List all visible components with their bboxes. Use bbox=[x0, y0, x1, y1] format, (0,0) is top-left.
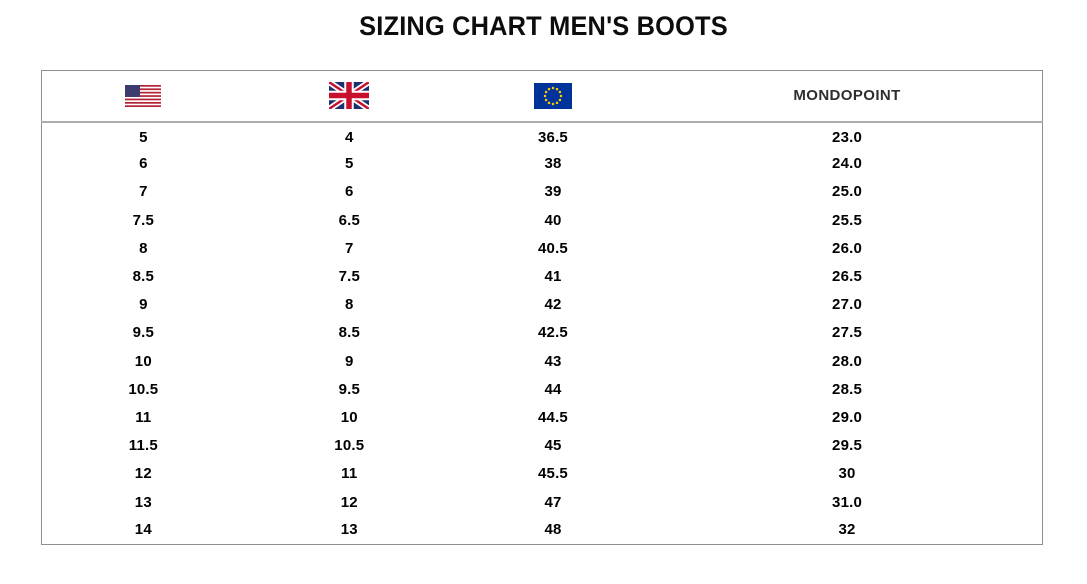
column-header-eu bbox=[453, 70, 653, 123]
cell-mondopoint: 30 bbox=[838, 465, 856, 483]
table-row: 12 11 45.5 30 bbox=[42, 460, 1043, 488]
table-row: 9 8 42 27.0 bbox=[42, 291, 1043, 319]
uk-flag-icon bbox=[327, 79, 371, 112]
cell-mondopoint: 26.0 bbox=[832, 239, 863, 257]
cell-us: 7 bbox=[139, 183, 148, 201]
cell-eu: 40.5 bbox=[537, 239, 568, 257]
cell-uk: 7.5 bbox=[338, 268, 361, 286]
sizing-table: MONDOPOINT 5 4 36.5 23.0 6 5 38 24.0 7 6 39 25.0 7.5… bbox=[41, 70, 1043, 545]
cell-uk: 6.5 bbox=[338, 211, 361, 229]
table-row: 11.5 10.5 45 29.5 bbox=[42, 432, 1043, 460]
cell-eu: 42.5 bbox=[537, 324, 568, 342]
cell-eu: 39 bbox=[544, 183, 562, 201]
cell-us: 8.5 bbox=[132, 268, 155, 286]
cell-eu: 44 bbox=[544, 380, 562, 398]
cell-mondopoint: 27.5 bbox=[832, 324, 863, 342]
cell-us: 14 bbox=[134, 521, 152, 539]
cell-mondopoint: 25.5 bbox=[832, 211, 863, 229]
table-row: 10.5 9.5 44 28.5 bbox=[42, 375, 1043, 403]
sizing-table-container: MONDOPOINT 5 4 36.5 23.0 6 5 38 24.0 7 6 39 25.0 7.5… bbox=[41, 70, 1043, 545]
column-header-us bbox=[41, 70, 245, 123]
cell-uk: 8 bbox=[345, 296, 354, 314]
cell-eu: 45 bbox=[544, 437, 562, 455]
table-row: 8.5 7.5 41 26.5 bbox=[42, 262, 1043, 290]
cell-us: 6 bbox=[139, 155, 148, 173]
cell-mondopoint: 29.5 bbox=[832, 437, 863, 455]
table-row: 7 6 39 25.0 bbox=[42, 178, 1043, 206]
cell-eu: 48 bbox=[544, 521, 562, 539]
table-row: 14 13 48 32 bbox=[42, 516, 1043, 544]
column-header-uk bbox=[244, 70, 454, 123]
cell-us: 11.5 bbox=[128, 437, 158, 455]
cell-us: 11 bbox=[135, 408, 152, 426]
cell-eu: 41 bbox=[544, 268, 562, 286]
cell-uk: 4 bbox=[345, 129, 354, 147]
cell-eu: 44.5 bbox=[537, 408, 568, 426]
cell-uk: 9.5 bbox=[338, 380, 361, 398]
table-row: 7.5 6.5 40 25.5 bbox=[42, 206, 1043, 234]
cell-mondopoint: 25.0 bbox=[832, 183, 863, 201]
cell-mondopoint: 23.0 bbox=[832, 129, 863, 147]
cell-us: 13 bbox=[134, 493, 152, 511]
table-row: 9.5 8.5 42.5 27.5 bbox=[42, 319, 1043, 347]
cell-mondopoint: 28.0 bbox=[832, 352, 863, 370]
cell-eu: 43 bbox=[544, 352, 562, 370]
us-flag-icon bbox=[125, 84, 162, 107]
cell-us: 8 bbox=[139, 239, 148, 257]
cell-eu: 47 bbox=[544, 493, 562, 511]
cell-uk: 9 bbox=[345, 352, 354, 370]
table-row: 5 4 36.5 23.0 bbox=[42, 122, 1043, 150]
table-row: 6 5 38 24.0 bbox=[42, 150, 1043, 178]
cell-us: 12 bbox=[134, 465, 152, 483]
cell-mondopoint: 31.0 bbox=[832, 493, 863, 511]
table-body: 5 4 36.5 23.0 6 5 38 24.0 7 6 39 25.0 7.5 6.5 40 25.5 8 7… bbox=[42, 122, 1043, 545]
cell-eu: 42 bbox=[544, 296, 562, 314]
cell-eu: 36.5 bbox=[537, 129, 568, 147]
cell-uk: 10 bbox=[340, 408, 358, 426]
page-title: SIZING CHART MEN'S BOOTS bbox=[359, 11, 728, 41]
cell-uk: 10.5 bbox=[334, 437, 365, 455]
cell-eu: 40 bbox=[544, 211, 562, 229]
cell-us: 7.5 bbox=[132, 211, 155, 229]
cell-uk: 11 bbox=[341, 465, 358, 483]
cell-us: 9.5 bbox=[132, 324, 155, 342]
table-row: 8 7 40.5 26.0 bbox=[42, 234, 1043, 262]
cell-mondopoint: 26.5 bbox=[832, 268, 863, 286]
cell-mondopoint: 28.5 bbox=[832, 380, 863, 398]
cell-eu: 45.5 bbox=[537, 465, 568, 483]
cell-us: 10 bbox=[134, 352, 152, 370]
table-row: 13 12 47 31.0 bbox=[42, 488, 1043, 516]
cell-eu: 38 bbox=[544, 155, 562, 173]
cell-us: 10.5 bbox=[128, 380, 159, 398]
eu-flag-icon bbox=[533, 82, 572, 109]
cell-uk: 5 bbox=[345, 155, 354, 173]
cell-uk: 13 bbox=[340, 521, 358, 539]
cell-uk: 6 bbox=[345, 183, 354, 201]
cell-mondopoint: 27.0 bbox=[832, 296, 863, 314]
cell-uk: 7 bbox=[345, 239, 354, 257]
cell-uk: 12 bbox=[340, 493, 358, 511]
table-row: 11 10 44.5 29.0 bbox=[42, 403, 1043, 431]
cell-mondopoint: 24.0 bbox=[832, 155, 863, 173]
column-header-mondopoint: MONDOPOINT bbox=[652, 70, 1043, 123]
cell-uk: 8.5 bbox=[338, 324, 361, 342]
cell-mondopoint: 29.0 bbox=[832, 408, 863, 426]
cell-mondopoint: 32 bbox=[838, 521, 856, 539]
cell-us: 5 bbox=[139, 129, 148, 147]
cell-us: 9 bbox=[139, 296, 148, 314]
table-row: 10 9 43 28.0 bbox=[42, 347, 1043, 375]
header-row: MONDOPOINT bbox=[41, 70, 1043, 123]
